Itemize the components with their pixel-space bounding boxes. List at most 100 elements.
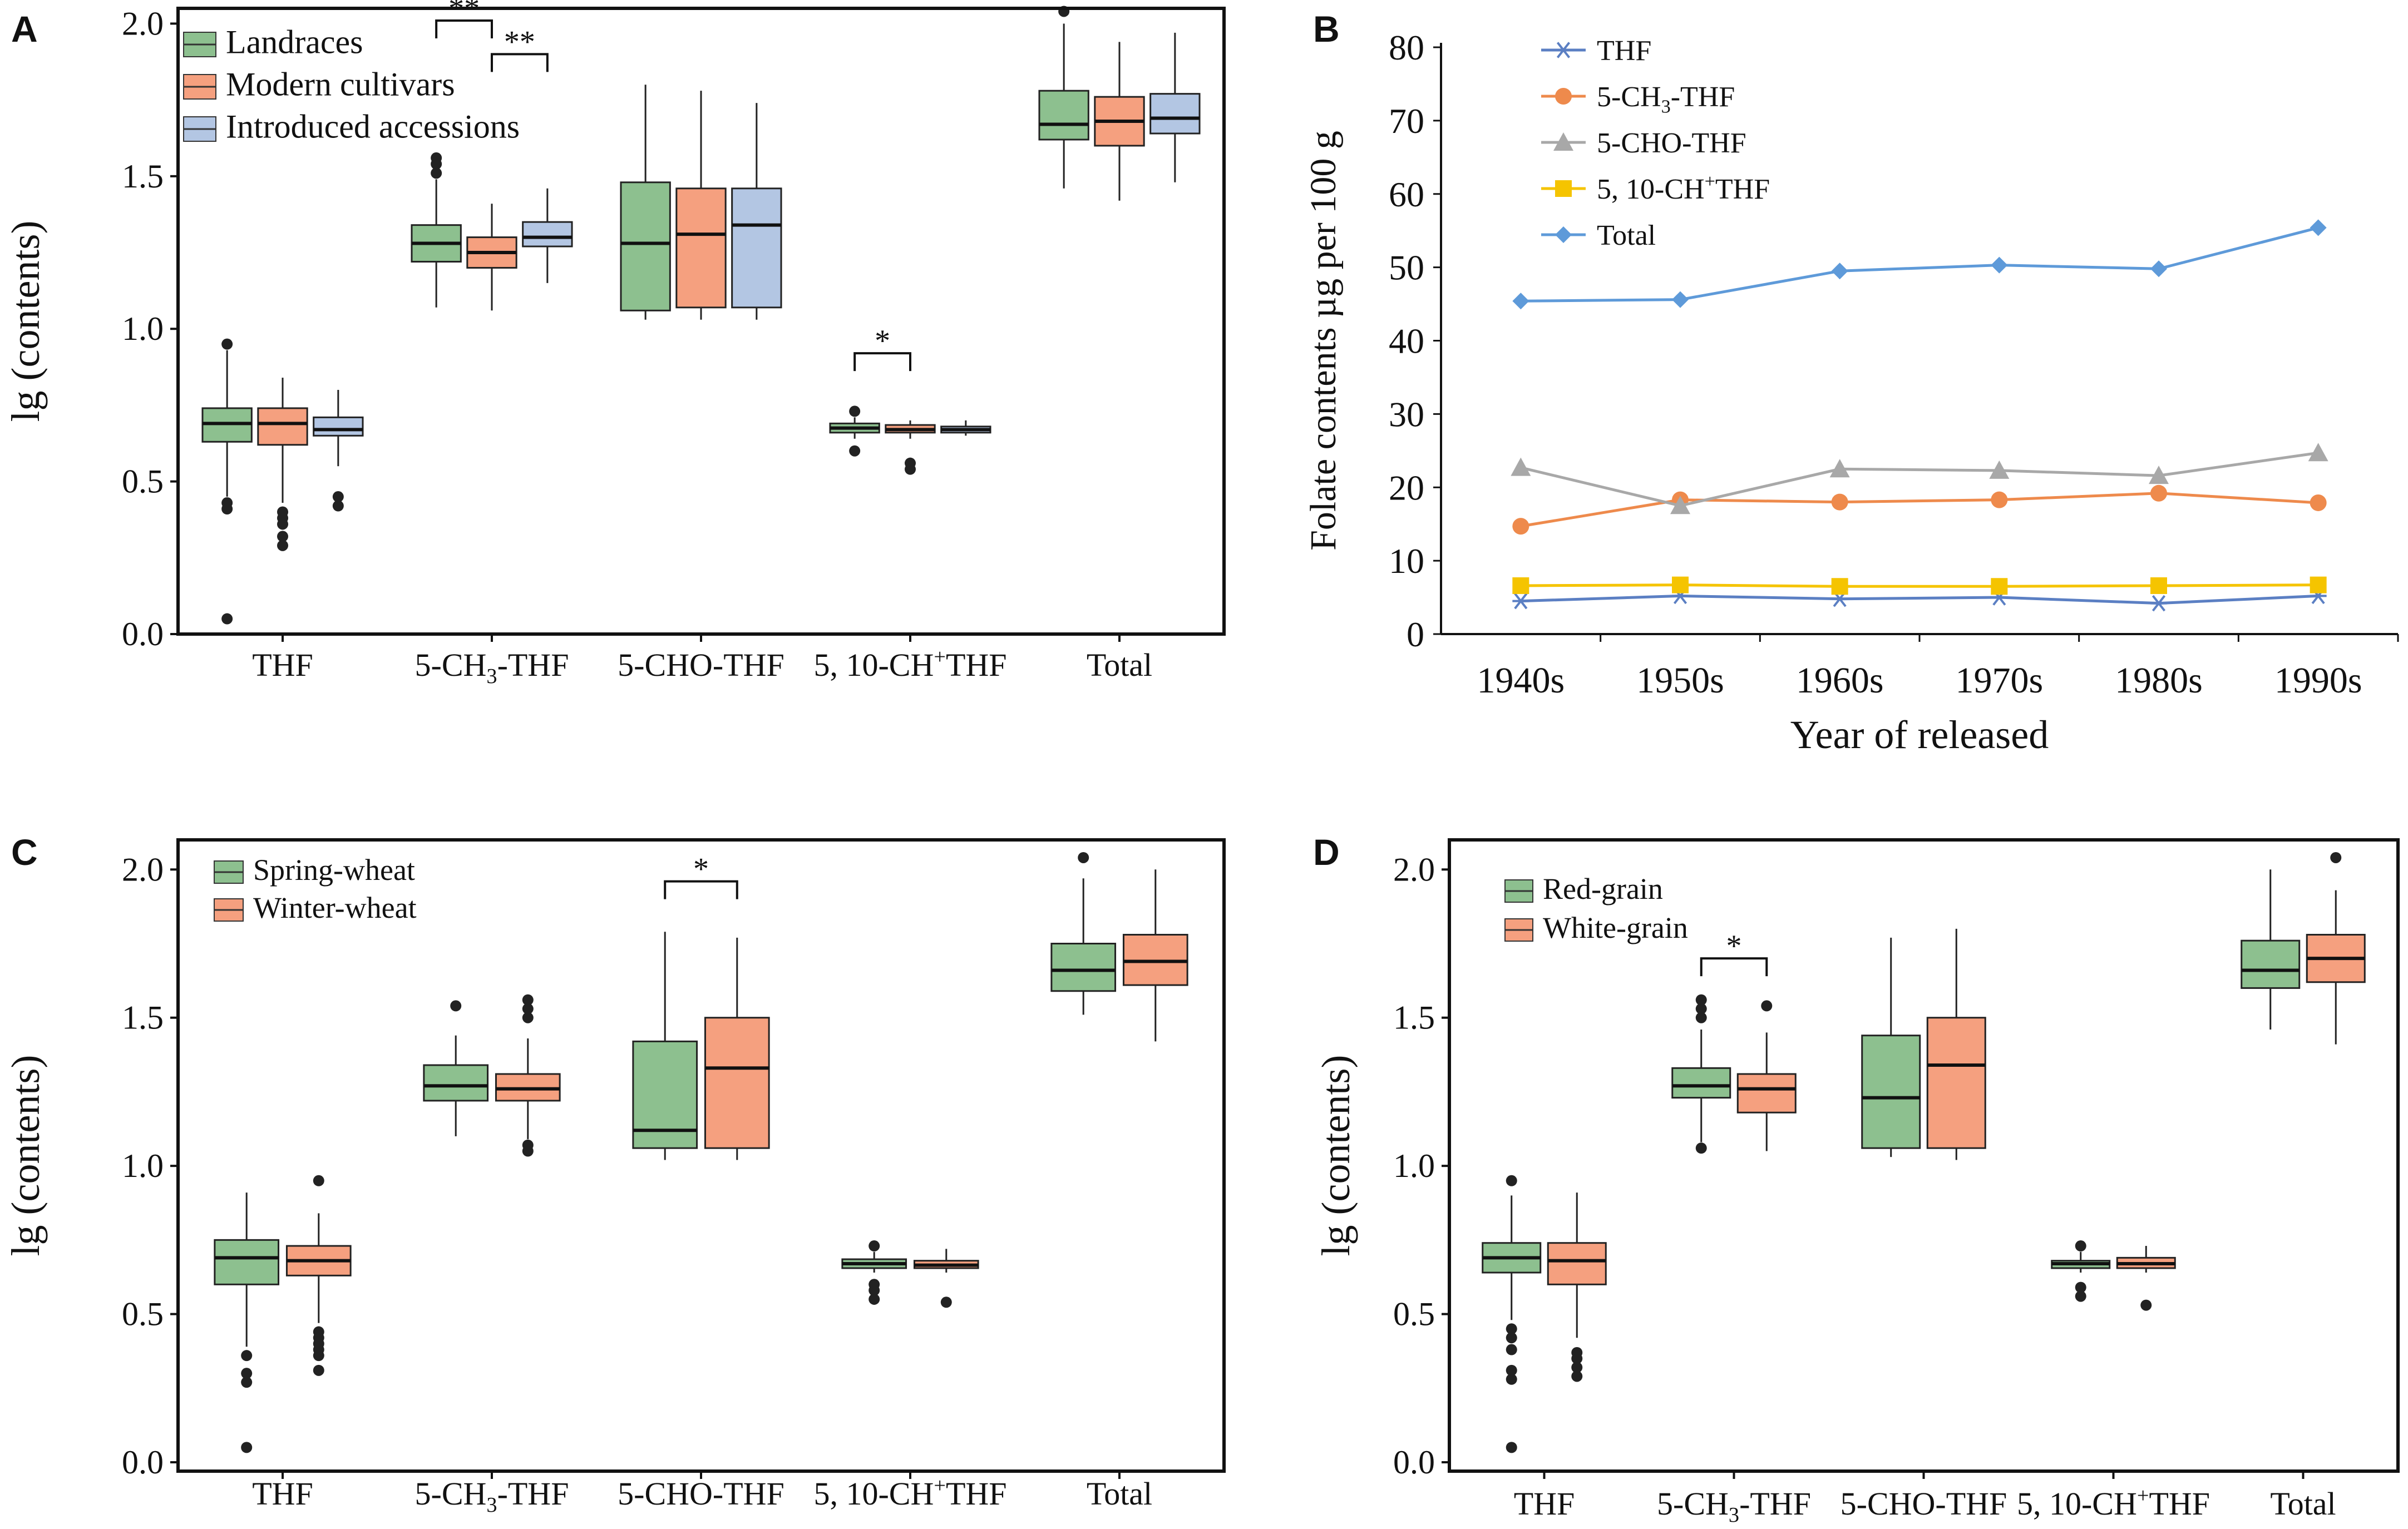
x-tick-label: THF [1514,1486,1575,1522]
outlier-point [1571,1362,1583,1373]
box-modern-cultivars-5-cho-thf [675,91,727,320]
outlier-point [2330,852,2342,863]
x-tick-label: Total [1087,1476,1152,1512]
bracket-line [664,880,738,899]
legend-label-spring-wheat: Spring-wheat [253,853,415,887]
x-tick-label: 5-CHO-THF [618,647,784,683]
label-part: 5-CH [415,647,487,683]
y-tick-label: 0.5 [1393,1296,1435,1333]
box-body [632,1040,698,1149]
legend: THF 5-CH3​-THF 5-CHO-THF 5, 10-CH+​THF Total [1541,35,1770,251]
y-tick-label: 1.0 [1393,1147,1435,1184]
series-total [1512,219,2327,310]
x-tick-label: 5-CHO-THF [618,1476,784,1512]
label-part: Total [2270,1486,2336,1522]
legend-label-modern-cultivars: Modern cultivars [226,66,455,102]
outlier-point [869,1240,880,1252]
label-part: -THF [1671,81,1735,113]
y-tick-label: 60 [1389,175,1424,214]
data-point [2150,484,2167,502]
outlier-point [869,1279,880,1290]
legend-label-landraces: Landraces [226,23,363,60]
y-tick-label: 0.0 [1393,1444,1435,1481]
significance-stars: * [693,852,709,887]
outlier-point [1695,994,1707,1006]
panel-d: D 0.0 0.5 1.0 1.5 2.0 THF 5-CH3​-THF 5-CHO-THF 5,… [1313,832,2400,1527]
outlier-point [241,1377,253,1388]
label-part: + [934,1474,946,1497]
x-axis-label: Year of released [1790,712,2049,757]
outlier-point [1695,1012,1707,1023]
legend: Red-grain White-grain [1504,872,1688,944]
outlier-point [522,1139,534,1151]
label-part: -THF [1739,1486,1811,1522]
box-winter-wheat-total [1122,869,1188,1042]
box-landraces-5-10-ch-thf [829,405,880,457]
outlier-point [221,613,233,625]
data-point [1991,491,2008,508]
outlier-point [1761,1000,1773,1012]
significance-stars: * [1726,929,1742,963]
x-tick-label: 5-CH3​-THF [415,1476,569,1517]
data-point [1512,592,1529,610]
box-landraces-thf [201,338,253,625]
star-stroke [2152,595,2166,612]
box-spring-wheat-thf [214,1192,280,1453]
x-tick-label: 5, 10-CH+​THF [813,1474,1006,1512]
data-point [1511,457,1531,476]
box-landraces-5-cho-thf [620,85,671,320]
box-white-grain-total [2306,852,2366,1045]
outlier-point [277,531,288,542]
panel-letter: C [11,832,38,873]
box-spring-wheat-5-ch3-thf [423,1000,489,1136]
outlier-point [1506,1364,1517,1376]
y-axis-label: lg (contents) [3,221,48,422]
label-part: 5, 10-CH [2017,1486,2137,1522]
outlier-point [2140,1299,2152,1311]
y-tick-label: 20 [1389,468,1424,507]
label-part: 5-CH [1597,81,1661,113]
y-tick-label: 1.0 [122,310,164,347]
label-part: -THF [497,647,569,683]
outlier-point [332,500,344,512]
bracket-line [853,352,911,372]
bracket-line [491,53,549,72]
outlier-point [241,1442,253,1453]
box-body [1547,1242,1607,1285]
y-tick-label: 50 [1389,248,1424,288]
outlier-point [522,994,534,1006]
x-tick-label: 1950s [1636,660,1724,701]
series-line [1521,594,2318,605]
outlier-point [1695,1003,1707,1015]
y-tick-label: 1.5 [1393,999,1435,1036]
box-body [313,416,364,437]
x-tick-label: THF [252,1476,313,1512]
outlier-point [1571,1370,1583,1382]
outlier-point [431,167,442,179]
box-modern-cultivars-5-10-ch-thf [885,420,936,475]
box-body [620,181,671,311]
box-modern-cultivars-thf [257,378,308,551]
outlier-point [1506,1323,1517,1335]
box-red-grain-total [2241,869,2301,1030]
box-modern-cultivars-total [1094,42,1145,201]
box-winter-wheat-thf [285,1175,352,1376]
y-tick-label: 0.5 [122,1296,164,1333]
series-line [1521,583,2318,588]
significance-bracket: * [853,324,911,372]
box-white-grain-5-ch3-thf [1736,1000,1797,1151]
bracket-line [435,19,493,38]
panel-a: A 0.0 0.5 1.0 1.5 2.0 THF 5-CH3​-THF 5-CHO-THF 5,… [3,0,1226,688]
outlier-point [1506,1332,1517,1344]
y-tick-label: 30 [1389,394,1424,434]
label-part: THF [946,1476,1007,1512]
label-part: THF [252,647,313,683]
box-body [1149,93,1201,135]
box-red-grain-5-ch3-thf [1671,994,1731,1154]
y-tick-label: 2.0 [1393,851,1435,888]
legend-label-winter-wheat: Winter-wheat [253,891,417,924]
box-body [1671,1067,1731,1099]
outlier-point [905,457,916,469]
label-part: THF [946,647,1007,683]
